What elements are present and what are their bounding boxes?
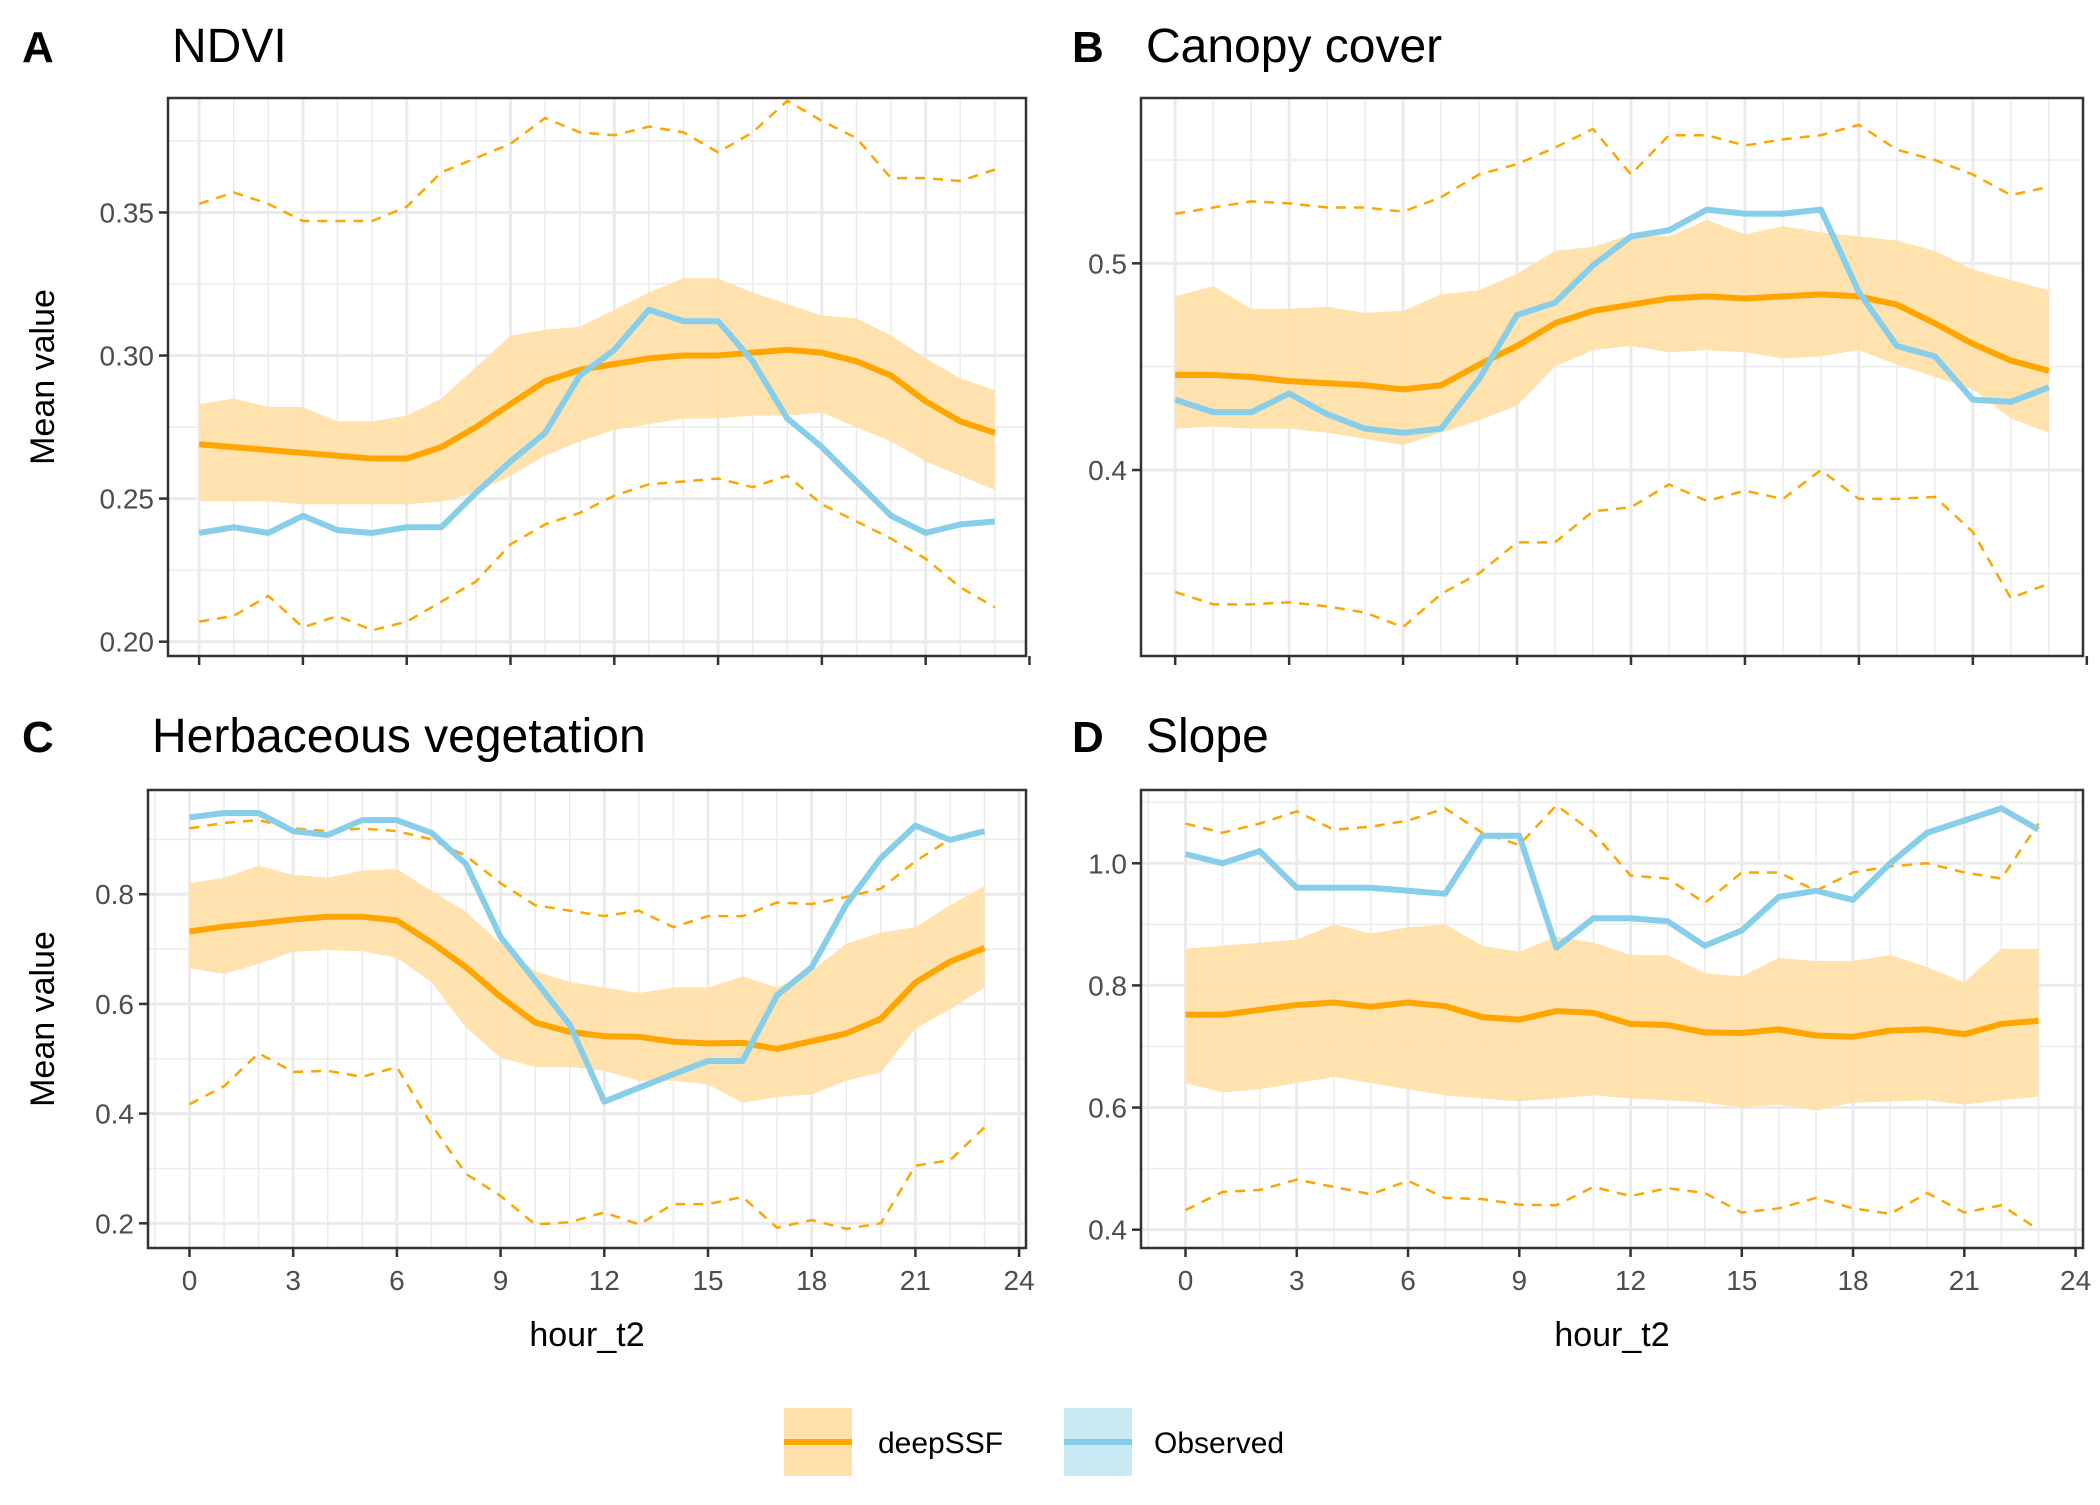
y-tick-label: 0.30 — [100, 341, 155, 372]
x-tick-label: 3 — [1289, 1265, 1305, 1296]
x-tick-label: 21 — [900, 1265, 931, 1296]
x-tick-label: 21 — [1949, 1265, 1980, 1296]
y-axis-title: Mean value — [24, 931, 62, 1107]
x-tick-label: 18 — [1837, 1265, 1868, 1296]
x-tick-label: 0 — [1178, 1265, 1194, 1296]
deepssf-min-dashed-line — [1174, 468, 2050, 629]
observed-line — [1184, 805, 2040, 951]
y-axis-title: Mean value — [24, 289, 62, 465]
x-tick-label: 24 — [1004, 1265, 1035, 1296]
observed-line — [198, 306, 996, 536]
panel-title: Slope — [1146, 710, 1269, 763]
panel-c: C Herbaceous vegetation 0 3 6 9 12 15 18 21 24 0.2 0… — [22, 710, 1035, 1354]
deepssf-mean-line — [1185, 999, 2039, 1040]
legend-label-deepssf: deepSSF — [878, 1427, 1003, 1460]
y-tick-label: 0.8 — [1088, 970, 1127, 1001]
panel-letter: D — [1072, 713, 1104, 762]
y-tick-label: 1.0 — [1088, 848, 1127, 879]
x-tick-label: 3 — [285, 1265, 301, 1296]
deepssf-mean-line — [189, 913, 986, 1052]
panel-letter: A — [22, 23, 54, 72]
observed-line — [1174, 206, 2050, 436]
x-tick-label: 15 — [692, 1265, 723, 1296]
y-tick-label: 0.25 — [100, 484, 155, 515]
y-tick-label: 0.4 — [1088, 455, 1127, 486]
panel-d: D Slope 0 3 6 9 12 15 18 21 24 0.4 0.6 0.8 1.0 hour_t2 — [1072, 710, 2091, 1354]
x-tick-label: 9 — [493, 1265, 509, 1296]
deepssf-max-dashed-line — [1174, 123, 2050, 215]
panel-border — [1139, 96, 2085, 658]
x-axis-title: hour_t2 — [529, 1316, 644, 1354]
x-axis-title: hour_t2 — [1554, 1316, 1669, 1354]
deepssf-min-dashed-line — [1184, 1178, 2040, 1231]
x-tick-label: 0 — [182, 1265, 198, 1296]
x-tick-label: 15 — [1726, 1265, 1757, 1296]
observed-line — [189, 810, 986, 1105]
y-tick-label: 0.8 — [95, 879, 134, 910]
deepssf-max-dashed-line — [189, 818, 985, 929]
deepssf-ribbon — [199, 278, 995, 505]
deepssf-max-dashed-line — [198, 99, 996, 223]
x-tick-label: 6 — [1400, 1265, 1416, 1296]
deepssf-min-dashed-line — [188, 1051, 986, 1231]
y-tick-label: 0.2 — [95, 1208, 134, 1239]
y-tick-label: 0.6 — [95, 989, 134, 1020]
deepssf-max-dashed-line — [1185, 803, 2040, 905]
x-tick-label: 24 — [2060, 1265, 2091, 1296]
x-tick-label: 6 — [389, 1265, 405, 1296]
legend: deepSSF Observed — [784, 1408, 1284, 1476]
panel-border — [1139, 788, 2085, 1250]
y-tick-label: 0.20 — [100, 627, 155, 658]
y-tick-label: 0.4 — [1088, 1215, 1127, 1246]
panel-title: NDVI — [172, 20, 287, 73]
panel-title: Herbaceous vegetation — [152, 710, 646, 763]
panel-border — [146, 788, 1028, 1250]
panel-b: B Canopy cover 0.4 0.5 — [1072, 20, 2089, 665]
deepssf-ribbon — [189, 865, 985, 1103]
legend-label-observed: Observed — [1154, 1427, 1284, 1460]
x-tick-label: 12 — [1615, 1265, 1646, 1296]
x-tick-label: 9 — [1511, 1265, 1527, 1296]
deepssf-mean-line — [198, 346, 996, 462]
y-tick-label: 0.4 — [95, 1099, 134, 1130]
y-tick-label: 0.5 — [1088, 248, 1127, 279]
y-tick-label: 0.6 — [1088, 1093, 1127, 1124]
panel-letter: C — [22, 713, 54, 762]
x-tick-label: 18 — [796, 1265, 827, 1296]
y-tick-label: 0.35 — [100, 197, 155, 228]
panel-letter: B — [1072, 23, 1104, 72]
deepssf-mean-line — [1175, 291, 2050, 393]
panel-border — [166, 96, 1028, 658]
x-tick-label: 12 — [589, 1265, 620, 1296]
panel-a: A NDVI 0.20 0.25 0.30 0.35 Mean value — [22, 20, 1031, 665]
deepssf-min-dashed-line — [198, 474, 996, 632]
panel-title: Canopy cover — [1146, 20, 1442, 73]
